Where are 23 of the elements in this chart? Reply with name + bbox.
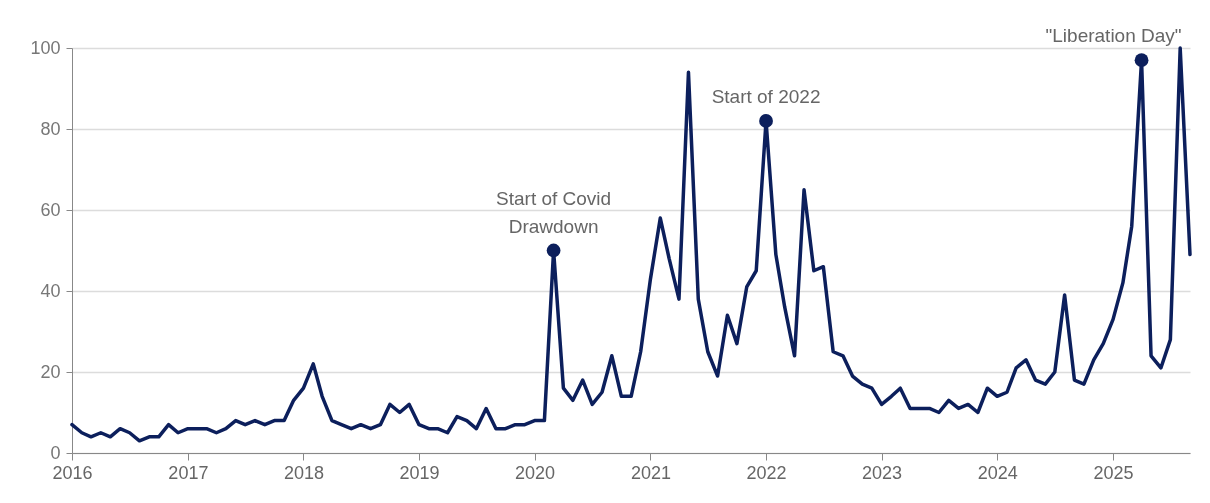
y-tick-label: 80 [40,118,61,139]
y-tick-label: 0 [50,442,61,463]
x-tick-label: 2023 [862,462,903,483]
annotation: Start of 2022 [711,85,821,107]
x-tick-label: 2022 [746,462,787,483]
y-tick-label: 40 [40,280,61,301]
x-tick-label: 2016 [52,462,93,483]
y-tick-label: 100 [30,37,61,58]
y-tick-label: 60 [40,199,61,220]
x-tick-label: 2024 [977,462,1018,483]
y-tick-label: 20 [40,361,61,382]
x-tick-label: 2019 [399,462,440,483]
annotation: "Liberation Day" [1045,25,1182,47]
x-tick-label: 2018 [283,462,324,483]
x-tick-label: 2017 [168,462,209,483]
annotation: Start of Covid Drawdown [496,187,612,237]
x-tick-label: 2025 [1093,462,1134,483]
point [546,243,561,258]
point [759,114,773,128]
line-series [70,46,1192,443]
point [1134,53,1149,68]
x-tick-label: 2020 [515,462,556,483]
x-tick-label: 2021 [630,462,671,483]
